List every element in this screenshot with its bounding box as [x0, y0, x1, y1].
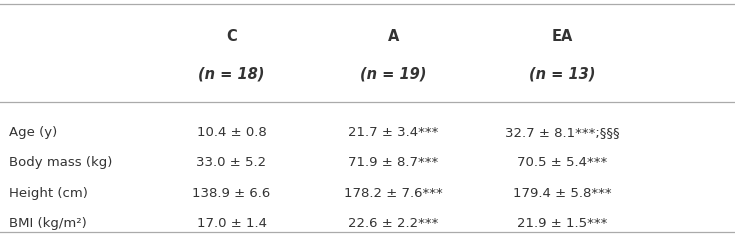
Text: 71.9 ± 8.7***: 71.9 ± 8.7*** [348, 156, 438, 169]
Text: Height (cm): Height (cm) [9, 186, 87, 200]
Text: 178.2 ± 7.6***: 178.2 ± 7.6*** [344, 186, 442, 200]
Text: BMI (kg/m²): BMI (kg/m²) [9, 217, 87, 230]
Text: 138.9 ± 6.6: 138.9 ± 6.6 [193, 186, 270, 200]
Text: 21.7 ± 3.4***: 21.7 ± 3.4*** [348, 126, 438, 139]
Text: 22.6 ± 2.2***: 22.6 ± 2.2*** [348, 217, 438, 230]
Text: Age (y): Age (y) [9, 126, 57, 139]
Text: A: A [387, 29, 399, 44]
Text: (n = 13): (n = 13) [529, 66, 595, 81]
Text: 32.7 ± 8.1***;§§§: 32.7 ± 8.1***;§§§ [505, 126, 620, 139]
Text: 70.5 ± 5.4***: 70.5 ± 5.4*** [517, 156, 607, 169]
Text: 21.9 ± 1.5***: 21.9 ± 1.5*** [517, 217, 607, 230]
Text: (n = 19): (n = 19) [360, 66, 426, 81]
Text: 179.4 ± 5.8***: 179.4 ± 5.8*** [513, 186, 612, 200]
Text: (n = 18): (n = 18) [198, 66, 265, 81]
Text: Body mass (kg): Body mass (kg) [9, 156, 112, 169]
Text: 17.0 ± 1.4: 17.0 ± 1.4 [196, 217, 267, 230]
Text: C: C [226, 29, 237, 44]
Text: 10.4 ± 0.8: 10.4 ± 0.8 [197, 126, 266, 139]
Text: 33.0 ± 5.2: 33.0 ± 5.2 [196, 156, 267, 169]
Text: EA: EA [551, 29, 573, 44]
